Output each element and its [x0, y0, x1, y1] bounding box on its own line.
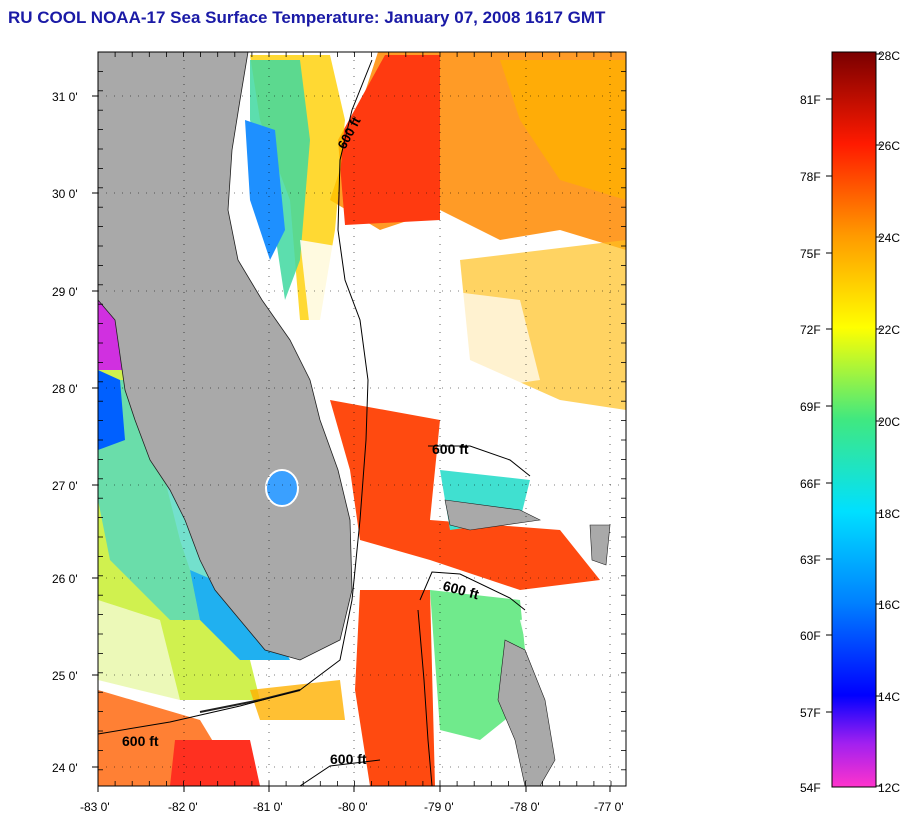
colorbar-c-label: 16C: [878, 598, 900, 612]
colorbar-c-label: 20C: [878, 415, 900, 429]
map-frame: [97, 51, 627, 787]
lon-label: -80 0': [338, 800, 368, 814]
lat-label: 27 0': [52, 479, 78, 493]
contour-label-south: 600 ft: [330, 751, 367, 767]
colorbar-c-label: 26C: [878, 139, 900, 153]
contour-label-southwest: 600 ft: [122, 733, 159, 749]
lon-label: -77 0': [594, 800, 624, 814]
lon-label: -81 0': [253, 800, 283, 814]
colorbar-c-label: 22C: [878, 323, 900, 337]
colorbar-f-label: 57F: [800, 706, 821, 720]
colorbar-ticks: [826, 53, 882, 787]
sst-field: [98, 52, 626, 786]
colorbar-c-label: 18C: [878, 507, 900, 521]
lat-label: 25 0': [52, 669, 78, 683]
lon-label: -82 0': [168, 800, 198, 814]
colorbar-f-label: 72F: [800, 323, 821, 337]
colorbar: [831, 51, 877, 788]
florida-land: [98, 52, 353, 661]
lon-label: -78 0': [510, 800, 540, 814]
colorbar-c-label: 24C: [878, 231, 900, 245]
lat-label: 28 0': [52, 382, 78, 396]
colorbar-c-label: 14C: [878, 690, 900, 704]
colorbar-f-label: 60F: [800, 629, 821, 643]
lat-label: 31 0': [52, 90, 78, 104]
lat-label: 26 0': [52, 572, 78, 586]
colorbar-c-label: 28C: [878, 49, 900, 63]
colorbar-f-label: 54F: [800, 781, 821, 795]
contour-label-bahamas: 600 ft: [432, 441, 469, 457]
colorbar-f-label: 66F: [800, 477, 821, 491]
colorbar-f-label: 75F: [800, 247, 821, 261]
map-title: RU COOL NOAA-17 Sea Surface Temperature:…: [8, 8, 606, 27]
colorbar-f-label: 81F: [800, 93, 821, 107]
lon-label: -79 0': [424, 800, 454, 814]
colorbar-f-label: 63F: [800, 553, 821, 567]
graticule: [97, 52, 626, 786]
map-ticks: [92, 51, 626, 792]
colorbar-f-label: 78F: [800, 170, 821, 184]
lon-label: -83 0': [80, 800, 110, 814]
colorbar-c-label: 12C: [878, 781, 900, 795]
lat-label: 30 0': [52, 187, 78, 201]
lat-label: 24 0': [52, 761, 78, 775]
lat-label: 29 0': [52, 285, 78, 299]
colorbar-f-label: 69F: [800, 400, 821, 414]
